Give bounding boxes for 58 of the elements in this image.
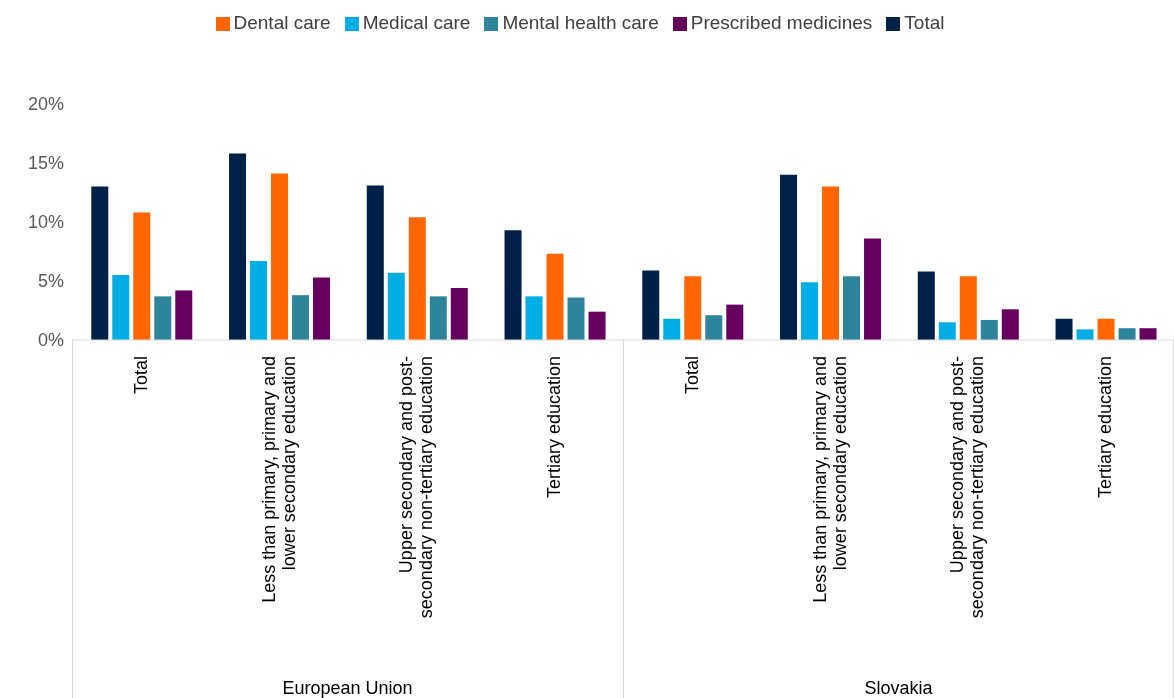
x-tick-label: Tertiary education bbox=[1095, 356, 1116, 499]
bar bbox=[726, 304, 744, 340]
bar bbox=[292, 295, 310, 340]
x-tick-label: Total bbox=[130, 356, 151, 395]
bar bbox=[843, 276, 861, 340]
y-tick-label: 0% bbox=[37, 330, 64, 351]
bar bbox=[1097, 318, 1115, 340]
text: European Union bbox=[282, 678, 413, 698]
x-tick-label: Total bbox=[681, 356, 702, 395]
bar bbox=[250, 260, 268, 340]
bar bbox=[154, 296, 172, 340]
x-tick-label: Less than primary, primary and lower secondary education bbox=[809, 356, 850, 603]
legend-label: Prescribed medicines bbox=[690, 12, 873, 33]
bar bbox=[864, 238, 882, 340]
bar bbox=[1001, 309, 1019, 340]
bar bbox=[567, 297, 585, 340]
bar bbox=[175, 290, 193, 340]
bar bbox=[663, 318, 681, 340]
bar bbox=[917, 271, 935, 340]
bar bbox=[133, 212, 151, 340]
bar bbox=[822, 186, 840, 340]
y-tick-label: 5% bbox=[37, 271, 64, 292]
bar bbox=[91, 186, 109, 340]
bar bbox=[229, 153, 247, 340]
bar bbox=[450, 288, 468, 340]
bar bbox=[546, 253, 564, 340]
bar bbox=[504, 230, 522, 340]
bar bbox=[313, 277, 331, 340]
bar bbox=[780, 174, 798, 340]
bar bbox=[1139, 328, 1157, 340]
bar bbox=[588, 311, 606, 340]
bar bbox=[938, 322, 956, 340]
bar bbox=[1076, 329, 1094, 340]
legend-label: Medical care bbox=[362, 12, 471, 33]
bar bbox=[684, 276, 702, 340]
y-tick-label: 15% bbox=[27, 153, 64, 174]
legend-label: Mental health care bbox=[502, 12, 659, 33]
bar bbox=[1118, 328, 1136, 340]
bar bbox=[1055, 318, 1073, 340]
bar bbox=[429, 296, 447, 340]
x-tick-label: Tertiary education bbox=[544, 356, 565, 499]
text: Slovakia bbox=[864, 678, 934, 698]
bar bbox=[959, 276, 977, 340]
bar bbox=[408, 217, 426, 340]
y-tick-label: 10% bbox=[27, 212, 64, 233]
bar bbox=[642, 270, 660, 340]
bar bbox=[801, 282, 819, 340]
x-tick-label: Less than primary, primary and lower secondary education bbox=[258, 356, 299, 603]
bar bbox=[525, 296, 543, 340]
bar bbox=[366, 185, 384, 340]
legend-label: Dental care bbox=[233, 12, 331, 33]
legend-label: Total bbox=[904, 12, 945, 33]
bar bbox=[980, 319, 998, 340]
bar bbox=[271, 173, 289, 340]
y-tick-label: 20% bbox=[27, 94, 64, 115]
bar bbox=[387, 272, 405, 340]
bar bbox=[112, 275, 130, 340]
bar bbox=[705, 315, 723, 340]
